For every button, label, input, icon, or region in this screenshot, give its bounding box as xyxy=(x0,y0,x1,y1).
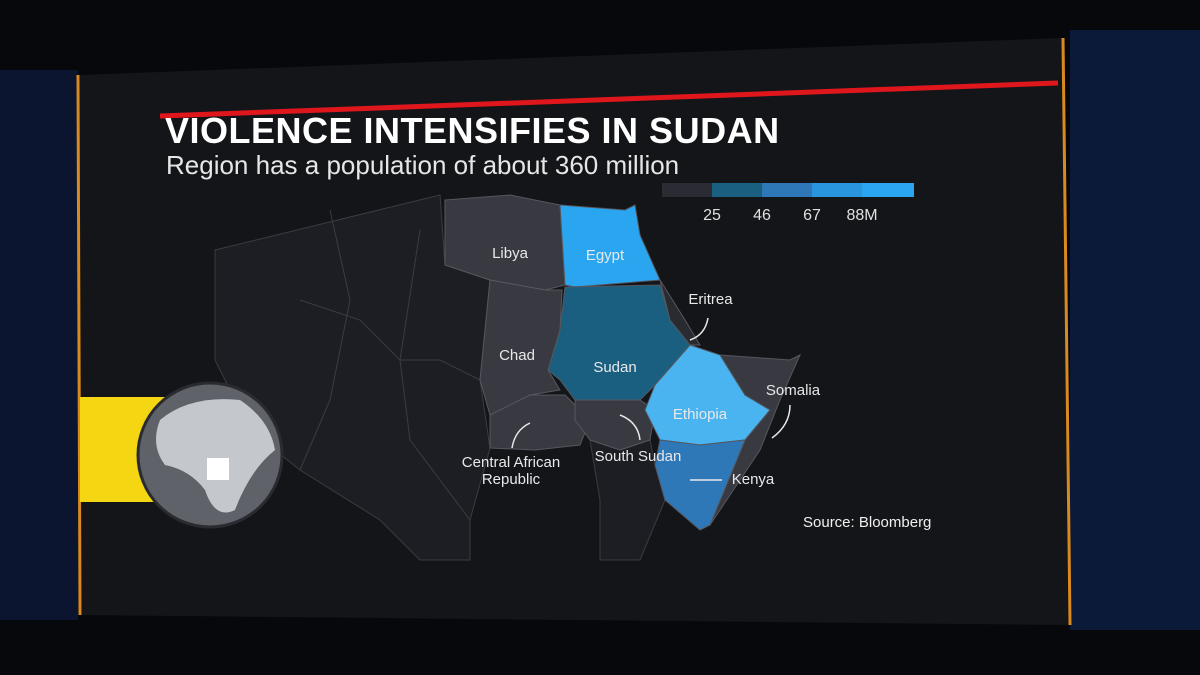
country-label: South Sudan xyxy=(594,448,682,465)
side-screen xyxy=(1070,30,1200,630)
country-label: Egypt xyxy=(585,247,625,264)
title: VIOLENCE INTENSIFIES IN SUDAN xyxy=(165,110,780,151)
country-label: Kenya xyxy=(731,471,775,488)
country-label: Central African Republic xyxy=(461,454,561,488)
country-label: Eritrea xyxy=(688,291,733,308)
country-egypt xyxy=(559,204,661,288)
country-label: Somalia xyxy=(765,382,821,399)
country-libya xyxy=(444,194,566,291)
legend-label: 25 xyxy=(703,207,721,224)
country-chad xyxy=(479,279,563,416)
country-label: Sudan xyxy=(593,359,637,376)
country-eritrea xyxy=(659,279,701,346)
legend-label: 46 xyxy=(753,207,771,224)
legend-label: 67 xyxy=(803,207,821,224)
title-rule xyxy=(159,80,1059,119)
country-label: Chad xyxy=(499,347,535,364)
country-label: Libya xyxy=(492,245,528,262)
legend-bar xyxy=(662,183,914,197)
country-label: Ethiopia xyxy=(672,406,728,423)
country-south-sudan xyxy=(574,399,656,451)
subtitle: Region has a population of about 360 mil… xyxy=(166,150,680,180)
arrows xyxy=(511,317,791,481)
side-screen xyxy=(0,70,78,620)
legend-label: 88M xyxy=(846,207,878,224)
source: Source: Bloomberg xyxy=(803,514,932,531)
country-kenya xyxy=(654,439,746,531)
